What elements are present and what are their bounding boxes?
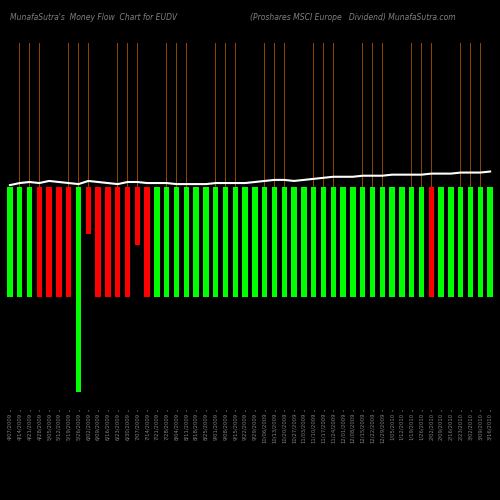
Bar [421, 43, 422, 187]
Bar [78, 43, 79, 187]
Bar [330, 187, 336, 298]
Text: MunafaSutra's  Money Flow  Chart for EUDV: MunafaSutra's Money Flow Chart for EUDV [10, 12, 177, 22]
Bar [282, 187, 287, 298]
Bar [468, 187, 473, 298]
Bar [323, 43, 324, 187]
Bar [372, 43, 373, 187]
Bar [48, 43, 50, 187]
Bar [419, 187, 424, 298]
Bar [478, 187, 483, 298]
Bar [184, 187, 189, 298]
Bar [144, 187, 150, 298]
Bar [225, 43, 226, 187]
Bar [242, 187, 248, 298]
Bar [428, 187, 434, 298]
Bar [440, 43, 442, 187]
Bar [39, 43, 40, 187]
Bar [17, 187, 22, 298]
Bar [68, 43, 69, 187]
Bar [488, 187, 493, 298]
Bar [380, 187, 385, 298]
Bar [262, 187, 268, 298]
Bar [292, 187, 297, 298]
Bar [46, 187, 52, 298]
Bar [360, 187, 366, 298]
Bar [450, 43, 452, 187]
Bar [301, 187, 306, 298]
Bar [213, 187, 218, 298]
Bar [86, 187, 91, 234]
Bar [223, 187, 228, 298]
Bar [96, 187, 101, 298]
Bar [254, 43, 256, 187]
Bar [438, 187, 444, 298]
Bar [399, 187, 404, 298]
Bar [194, 187, 199, 298]
Bar [244, 43, 246, 187]
Bar [252, 187, 258, 298]
Bar [448, 187, 454, 298]
Bar [264, 43, 265, 187]
Bar [27, 187, 32, 298]
Bar [350, 187, 356, 298]
Bar [174, 187, 179, 298]
Bar [115, 187, 120, 298]
Bar [176, 43, 177, 187]
Bar [470, 43, 471, 187]
Bar [390, 187, 395, 298]
Bar [146, 43, 148, 187]
Bar [66, 187, 71, 298]
Bar [154, 187, 160, 298]
Bar [76, 187, 81, 392]
Bar [409, 187, 414, 298]
Bar [56, 187, 62, 298]
Bar [137, 43, 138, 187]
Bar [311, 187, 316, 298]
Bar [333, 43, 334, 187]
Bar [321, 187, 326, 298]
Bar [370, 187, 375, 298]
Bar [7, 187, 12, 298]
Bar [36, 187, 42, 298]
Bar [274, 43, 275, 187]
Bar [460, 43, 461, 187]
Bar [58, 43, 59, 187]
Bar [166, 43, 167, 187]
Bar [156, 43, 158, 187]
Bar [232, 187, 238, 298]
Bar [340, 187, 346, 298]
Bar [29, 43, 30, 187]
Bar [127, 43, 128, 187]
Bar [164, 187, 170, 298]
Bar [125, 187, 130, 298]
Text: (Proshares MSCI Europe   Dividend) MunafaSutra.com: (Proshares MSCI Europe Dividend) MunafaS… [250, 12, 456, 22]
Bar [105, 187, 110, 298]
Bar [235, 43, 236, 187]
Bar [272, 187, 277, 298]
Bar [203, 187, 208, 298]
Bar [134, 187, 140, 245]
Bar [362, 43, 363, 187]
Bar [342, 43, 344, 187]
Bar [431, 43, 432, 187]
Bar [352, 43, 354, 187]
Bar [458, 187, 464, 298]
